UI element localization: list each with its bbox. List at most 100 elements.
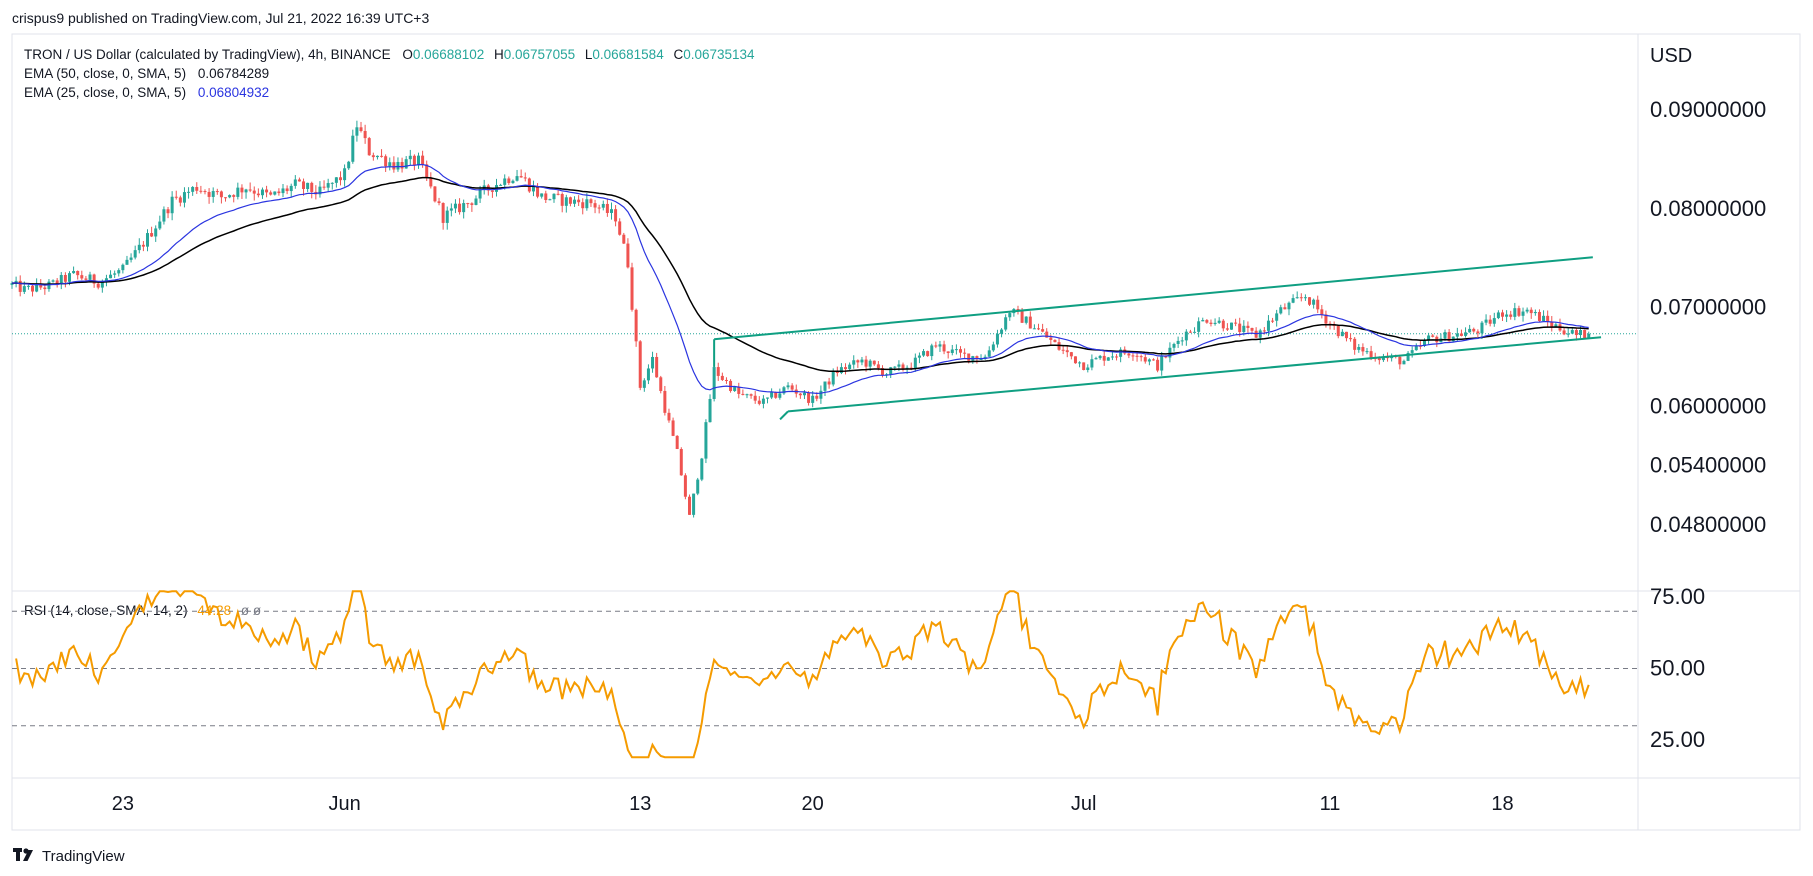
candle-body xyxy=(109,274,113,279)
candle-body xyxy=(1069,352,1073,357)
candle-body xyxy=(646,368,650,381)
candle-body xyxy=(1049,337,1053,340)
candle-body xyxy=(433,186,437,202)
candle-body xyxy=(1176,340,1180,344)
candle-body xyxy=(113,273,117,275)
candle-body xyxy=(577,199,581,203)
candle-body xyxy=(1492,318,1496,324)
candle-body xyxy=(1160,356,1164,371)
candle-body xyxy=(938,344,942,347)
candle-body xyxy=(757,400,761,404)
candle-body xyxy=(219,191,223,198)
candle-body xyxy=(1164,356,1168,358)
ema25-line xyxy=(11,163,1589,395)
price-legend: TRON / US Dollar (calculated by TradingV… xyxy=(24,47,755,100)
candle-body xyxy=(519,176,523,178)
candle-body xyxy=(1098,355,1102,359)
candle-body xyxy=(1287,302,1291,310)
candle-body xyxy=(67,273,71,282)
candle-body xyxy=(162,209,166,222)
candle-body xyxy=(1250,327,1254,331)
candle-body xyxy=(712,367,716,399)
candle-body xyxy=(967,353,971,361)
candle-body xyxy=(568,197,572,204)
candle-body xyxy=(449,208,453,211)
candle-body xyxy=(1082,362,1086,370)
candle-body xyxy=(478,189,482,199)
candle-body xyxy=(1365,351,1369,353)
ema25-value: 0.06804932 xyxy=(198,85,269,100)
candle-body xyxy=(1127,353,1131,356)
candle-body xyxy=(1271,320,1275,322)
candle-body xyxy=(527,178,531,192)
candle-body xyxy=(1266,320,1270,331)
candle-body xyxy=(1517,308,1521,316)
candle-body xyxy=(384,156,388,167)
candle-body xyxy=(995,333,999,345)
rsi-line xyxy=(15,590,1590,759)
candle-body xyxy=(1041,329,1045,332)
candle-body xyxy=(548,199,552,201)
price-tick-label: 0.05400000 xyxy=(1650,453,1766,478)
candle-body xyxy=(1020,311,1024,323)
candle-body xyxy=(293,179,297,186)
candle-body xyxy=(1225,328,1229,330)
candle-body xyxy=(950,349,954,353)
time-tick-label: 13 xyxy=(629,793,651,815)
candle-body xyxy=(1427,335,1431,341)
candle-body xyxy=(1217,320,1221,323)
candle-body xyxy=(1283,307,1287,310)
candle-body xyxy=(26,285,30,287)
candle-body xyxy=(380,155,384,157)
candle-body xyxy=(1537,311,1541,322)
candle-body xyxy=(256,193,260,196)
candle-body xyxy=(1398,356,1402,365)
candle-body xyxy=(761,398,765,404)
candle-body xyxy=(630,267,634,310)
candle-body xyxy=(556,193,560,195)
candle-body xyxy=(523,177,527,179)
candle-body xyxy=(207,191,211,197)
candle-body xyxy=(14,280,18,284)
candle-body xyxy=(1340,331,1344,337)
candle-body xyxy=(466,203,470,205)
candle-body xyxy=(638,341,642,388)
candle-body xyxy=(1246,325,1250,328)
channel-upper-line xyxy=(714,256,1593,341)
candle-body xyxy=(926,351,930,357)
candle-body xyxy=(675,435,679,450)
candle-body xyxy=(1361,347,1365,352)
candle-body xyxy=(597,207,601,209)
candle-body xyxy=(864,359,868,367)
candle-body xyxy=(425,164,429,178)
candle-body xyxy=(150,233,154,237)
candle-body xyxy=(839,367,843,373)
candle-body xyxy=(137,244,141,251)
candle-body xyxy=(1533,311,1537,314)
candle-body xyxy=(1238,323,1242,333)
candle-body xyxy=(544,193,548,201)
candle-body xyxy=(720,375,724,380)
time-axis-ticks: 23 Jun 13 20 Jul 11 18 xyxy=(112,793,1514,815)
candle-body xyxy=(31,285,35,292)
candle-body xyxy=(236,187,240,197)
candle-body xyxy=(564,197,568,206)
rising-channel xyxy=(713,256,1602,421)
candle-body xyxy=(963,352,967,354)
candle-body xyxy=(1344,331,1348,339)
candle-body xyxy=(991,344,995,351)
tradingview-logo-text: TradingView xyxy=(42,848,125,865)
candle-body xyxy=(1028,316,1032,329)
candle-body xyxy=(552,193,556,200)
candle-body xyxy=(766,397,770,399)
candle-body xyxy=(338,177,342,181)
candle-body xyxy=(1349,338,1353,340)
candle-body xyxy=(659,377,663,391)
candle-body xyxy=(770,392,774,398)
candle-body xyxy=(474,198,478,205)
candle-body xyxy=(51,280,55,282)
candle-body xyxy=(540,193,544,197)
candle-body xyxy=(1583,330,1587,339)
candle-body xyxy=(76,270,80,276)
candle-body xyxy=(536,186,540,197)
